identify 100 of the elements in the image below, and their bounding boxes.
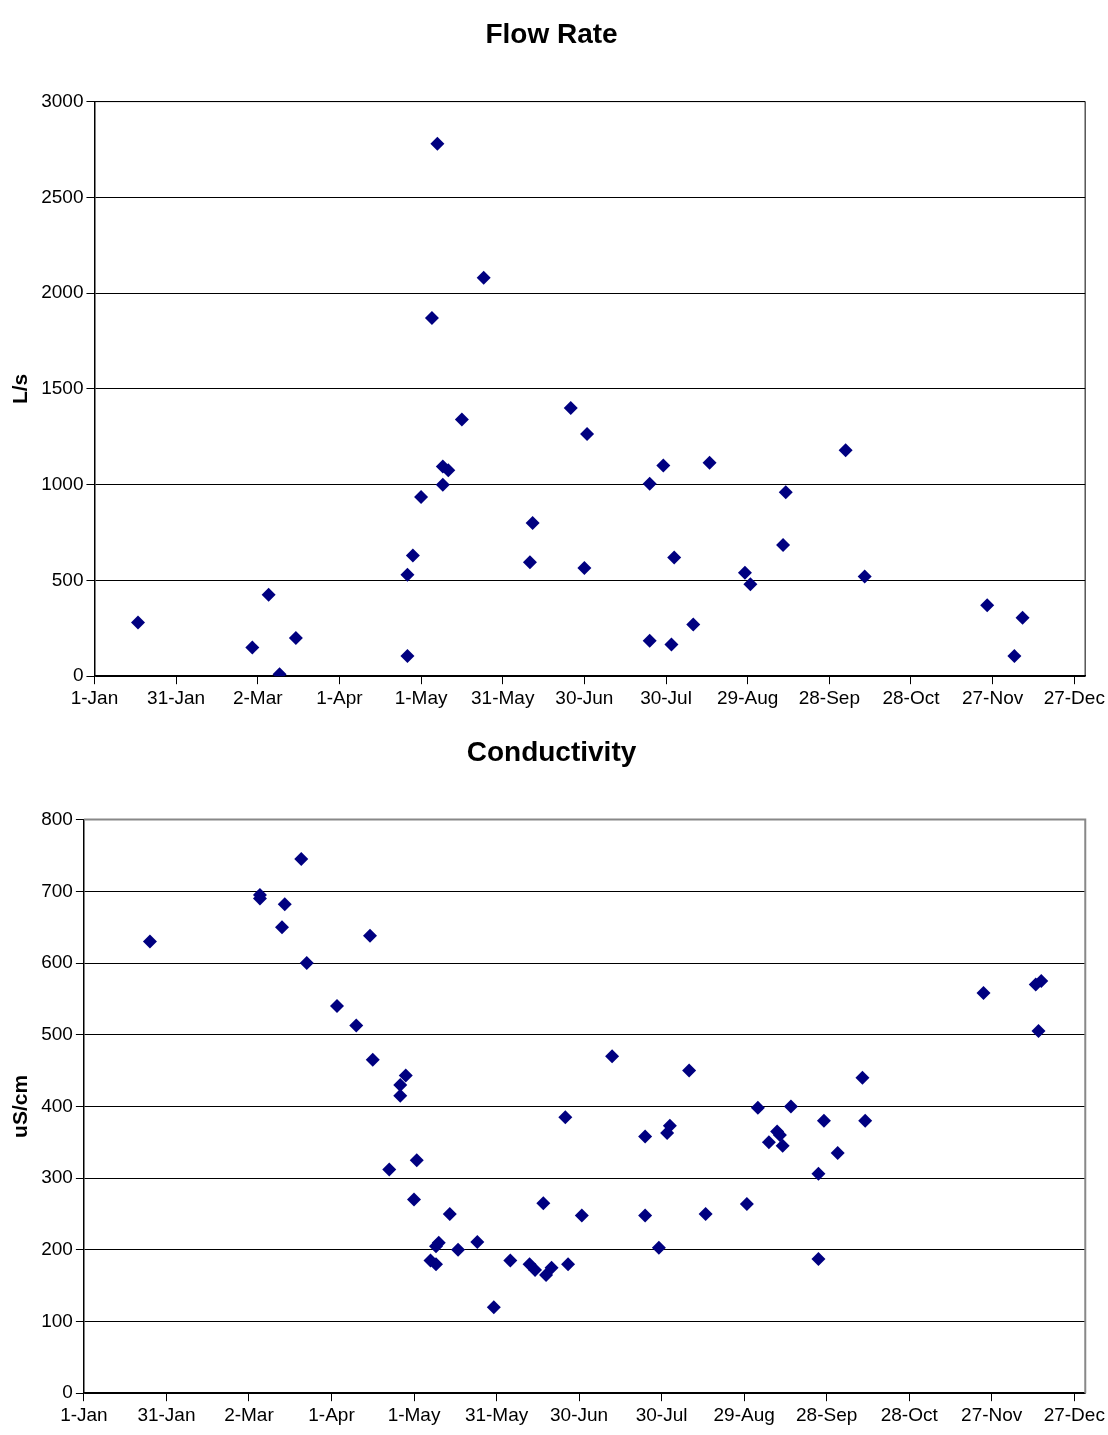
x-tick-label: 30-Jun	[555, 686, 614, 708]
point	[667, 550, 682, 565]
y-tick-label: 200	[41, 1238, 73, 1260]
point	[638, 1208, 653, 1223]
point	[857, 569, 872, 584]
y-tick-label: 3000	[41, 89, 84, 111]
x-tick-label: 1-Jan	[70, 686, 119, 708]
point	[277, 897, 292, 912]
x-tick-label: 2-Mar	[232, 686, 284, 708]
chart-title: Flow Rate	[485, 17, 618, 49]
y-tick-label: 300	[41, 1166, 73, 1188]
point	[407, 1192, 422, 1207]
point	[816, 1113, 831, 1128]
x-tick-label: 29-Aug	[717, 686, 779, 708]
point	[470, 1234, 485, 1249]
point	[429, 1257, 444, 1272]
point	[976, 986, 991, 1001]
point	[409, 1153, 424, 1168]
point	[811, 1252, 826, 1267]
point	[525, 515, 540, 530]
point	[400, 649, 415, 664]
point	[739, 1196, 754, 1211]
x-tick-label: 1-Jan	[60, 1403, 108, 1425]
y-tick-label: 0	[72, 664, 84, 686]
point	[980, 598, 995, 613]
point	[261, 587, 276, 602]
x-tick-label: 31-May	[464, 1403, 529, 1425]
point	[451, 1242, 466, 1257]
point	[776, 538, 791, 552]
x-tick-label: 30-Jun	[550, 1403, 609, 1425]
point	[382, 1162, 397, 1177]
point	[638, 1129, 653, 1144]
point	[329, 999, 344, 1014]
x-tick-label: 29-Aug	[713, 1403, 775, 1425]
point	[743, 577, 758, 592]
y-tick-label: 1000	[41, 472, 84, 494]
point	[442, 1206, 457, 1221]
point	[651, 1240, 666, 1255]
point	[580, 426, 595, 441]
point	[702, 455, 717, 470]
x-tick-label: 1-May	[387, 1403, 441, 1425]
point	[522, 555, 537, 570]
y-tick-label: 100	[41, 1309, 73, 1331]
y-tick-label: 1500	[41, 377, 84, 399]
y-tick-label: 500	[41, 1022, 73, 1044]
point	[642, 633, 657, 648]
point	[274, 920, 289, 935]
point	[414, 490, 429, 505]
point	[750, 1100, 765, 1115]
x-tick-label: 31-Jan	[147, 686, 206, 708]
point	[605, 1049, 620, 1064]
point	[830, 1146, 845, 1161]
x-tick-label: 1-May	[394, 686, 448, 708]
y-tick-label: 0	[62, 1381, 73, 1403]
point	[1034, 973, 1049, 988]
point	[574, 1208, 589, 1223]
point	[563, 401, 578, 416]
y-axis-title: L/s	[8, 373, 32, 405]
x-tick-label: 28-Sep	[796, 1403, 858, 1425]
point	[400, 567, 415, 582]
chart-title: Conductivity	[466, 735, 637, 767]
point	[1031, 1024, 1046, 1039]
point	[775, 1138, 790, 1153]
point	[772, 1128, 787, 1143]
y-axis-title: uS/cm	[8, 1074, 32, 1138]
point	[664, 637, 679, 652]
point	[405, 548, 420, 563]
point	[811, 1166, 826, 1181]
point	[838, 443, 853, 458]
point	[398, 1068, 413, 1083]
x-tick-label: 27-Dec	[1043, 1403, 1105, 1425]
point	[686, 617, 701, 632]
y-tick-label: 2500	[41, 185, 84, 207]
x-tick-label: 30-Jul	[640, 686, 692, 708]
x-tick-label: 27-Nov	[961, 1403, 1023, 1425]
x-tick-label: 28-Sep	[798, 686, 860, 708]
point	[435, 477, 450, 492]
point	[761, 1135, 776, 1150]
x-tick-label: 1-Apr	[308, 1403, 356, 1425]
x-tick-label: 31-Jan	[137, 1403, 196, 1425]
x-tick-label: 2-Mar	[224, 1403, 275, 1425]
point	[294, 852, 309, 867]
y-tick-label: 2000	[41, 281, 84, 303]
point	[1007, 649, 1022, 664]
point	[783, 1099, 798, 1114]
point	[737, 565, 752, 580]
point	[503, 1253, 518, 1268]
point	[288, 630, 303, 645]
point	[682, 1063, 697, 1078]
point	[349, 1018, 364, 1033]
point	[642, 476, 657, 491]
point	[778, 485, 793, 500]
x-tick-label: 31-May	[471, 686, 535, 708]
point	[441, 463, 456, 478]
x-tick-label: 27-Nov	[961, 686, 1024, 708]
point	[561, 1257, 576, 1272]
point	[393, 1077, 408, 1092]
point	[299, 956, 314, 970]
point	[656, 458, 671, 473]
point	[536, 1196, 551, 1211]
